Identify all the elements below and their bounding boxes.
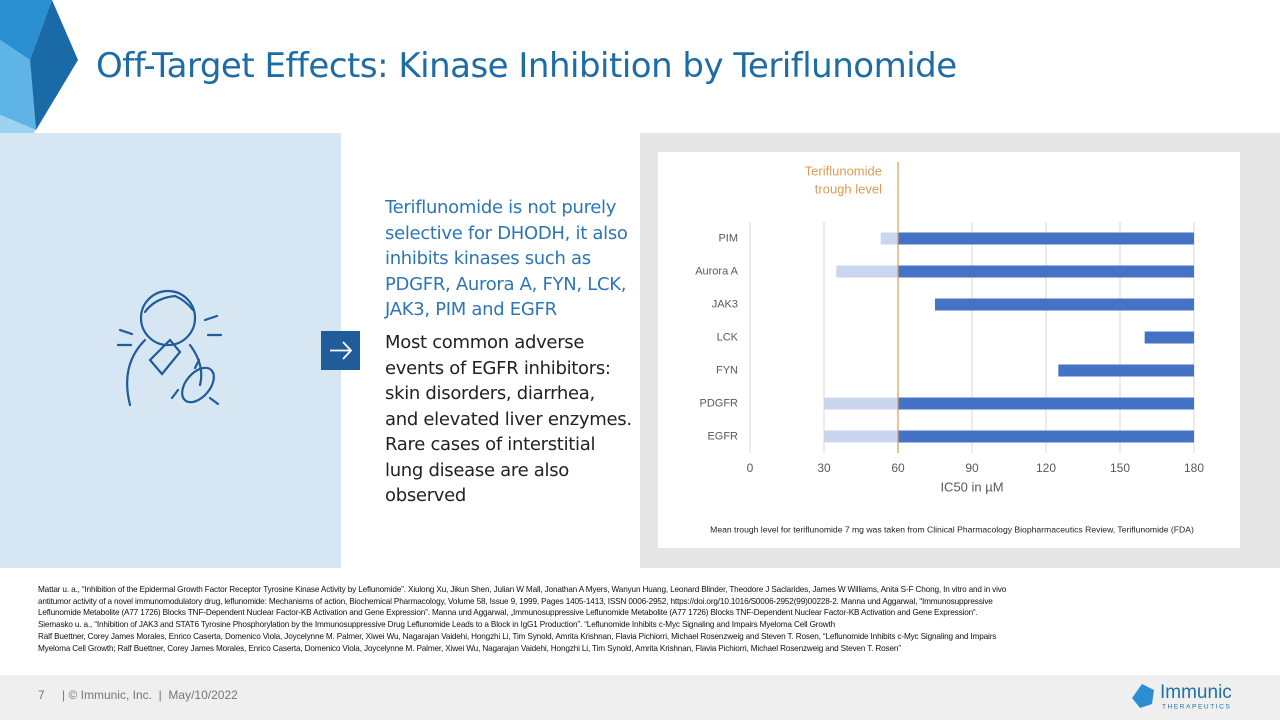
y-tick-label: JAK3 — [712, 298, 738, 310]
y-tick-label: PDGFR — [700, 397, 739, 409]
x-tick-label: 120 — [1036, 461, 1056, 475]
reference-line: Mattar u. a., “Inhibition of the Epiderm… — [38, 585, 1007, 594]
chart: 0 30 60 90 120 150 180 IC50 in µM PIM Aurora A JAK… — [658, 152, 1240, 548]
bar-above-reference — [898, 232, 1194, 245]
decor-shape — [30, 0, 78, 130]
text-line: skin disorders, diarrhea, — [385, 383, 595, 404]
text-line: selective for DHODH, it also — [385, 222, 628, 244]
reference-line: Ralf Buettner, Corey James Morales, Enri… — [38, 631, 997, 641]
x-tick-label: 60 — [891, 461, 905, 475]
text-line: lung disease are also — [385, 459, 570, 481]
reference-line: antitumor activity of a novel immunomodu… — [38, 596, 993, 606]
bar-below-reference — [836, 265, 898, 278]
text-line: PDGFR, Aurora A, FYN, LCK, — [385, 273, 627, 295]
x-tick-label: 30 — [817, 461, 831, 475]
references: Mattar u. a., “Inhibition of the Epiderm… — [38, 584, 1006, 654]
y-tick-label: FYN — [716, 364, 738, 376]
text-line: JAK3, PIM and EGFR — [385, 299, 557, 320]
y-tick-label: Aurora A — [695, 265, 738, 277]
highlight-text: Teriflunomide is not purely selective for… — [385, 195, 628, 323]
x-tick-label: 150 — [1110, 461, 1130, 475]
footer-bar — [0, 675, 1280, 720]
slide-title: Off-Target Effects: Kinase Inhibition by… — [96, 46, 957, 86]
x-tick-label: 0 — [747, 461, 754, 475]
bar-below-reference — [880, 232, 898, 245]
reference-line: Myeloma Cell Growth; Ralf Buettner, Core… — [38, 643, 901, 653]
reference-label: trough level — [815, 181, 882, 196]
logo-mark — [1132, 684, 1154, 708]
logo-text: Immunic — [1160, 682, 1232, 703]
text-line: inhibits kinases such as — [385, 248, 591, 269]
text-line: and elevated liver enzymes. — [385, 408, 632, 430]
chart-note: Mean trough level for teriflunomide 7 mg… — [710, 524, 1194, 534]
text-line: events of EGFR inhibitors: — [385, 357, 611, 379]
text-line: Rare cases of interstitial — [385, 434, 596, 455]
y-tick-label: EGFR — [707, 430, 738, 442]
bar-above-reference — [898, 430, 1194, 443]
reference-line: Siemasko u. a., “Inhibition of JAK3 and … — [38, 620, 836, 630]
text-line: observed — [385, 485, 467, 506]
x-tick-label: 180 — [1184, 461, 1204, 475]
x-tick-label: 90 — [965, 461, 979, 475]
reference-line: Leflunomide Metabolite (A77 1726) Blocks… — [38, 608, 978, 618]
bar-above-reference — [898, 397, 1194, 410]
logo-subtext: THERAPEUTICS — [1162, 704, 1231, 711]
bar-above-reference — [1058, 364, 1194, 377]
text-line: Teriflunomide is not purely — [385, 197, 617, 218]
bar-above-reference — [935, 298, 1194, 311]
bar-below-reference — [824, 430, 898, 443]
detail-text: Most common adverse events of EGFR inhibi… — [385, 330, 632, 509]
y-tick-label: LCK — [717, 331, 739, 343]
icon — [116, 289, 223, 407]
y-tick-label: PIM — [718, 232, 738, 244]
x-axis-label: IC50 in µM — [940, 479, 1003, 494]
page-number: 7 — [38, 688, 45, 702]
bar-above-reference — [1144, 331, 1194, 344]
bar-below-reference — [824, 397, 898, 410]
decor-shape — [0, 40, 36, 130]
footer-text: | © Immunic, Inc. | May/10/2022 — [62, 688, 238, 702]
bar-above-reference — [898, 265, 1194, 278]
decor-shape — [0, 0, 52, 60]
chart-background — [658, 152, 1240, 548]
text-line: Most common adverse — [385, 332, 585, 353]
arrow — [330, 341, 353, 360]
left-panel — [0, 133, 341, 568]
reference-label: Teriflunomide — [805, 163, 882, 178]
